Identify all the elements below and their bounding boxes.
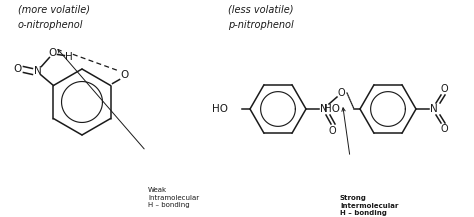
Text: (more volatile): (more volatile) bbox=[18, 5, 90, 15]
Text: HO: HO bbox=[212, 104, 228, 114]
Text: O: O bbox=[440, 124, 448, 134]
Text: o-nitrophenol: o-nitrophenol bbox=[18, 20, 83, 30]
Text: (less volatile): (less volatile) bbox=[228, 5, 293, 15]
Text: p-nitrophenol: p-nitrophenol bbox=[228, 20, 294, 30]
Text: O: O bbox=[328, 126, 336, 136]
Text: O: O bbox=[13, 64, 21, 74]
Text: O: O bbox=[48, 49, 56, 59]
Text: N: N bbox=[430, 104, 438, 114]
Text: Strong
Intermolecular
H – bonding: Strong Intermolecular H – bonding bbox=[340, 195, 398, 216]
Text: O: O bbox=[440, 84, 448, 94]
Text: H: H bbox=[64, 51, 73, 61]
Text: N: N bbox=[320, 104, 328, 114]
Text: HO: HO bbox=[324, 104, 340, 114]
Text: O: O bbox=[337, 88, 345, 98]
Text: O: O bbox=[120, 71, 129, 81]
Text: N: N bbox=[34, 66, 41, 77]
Text: Weak
Intramolecular
H – bonding: Weak Intramolecular H – bonding bbox=[148, 187, 199, 208]
